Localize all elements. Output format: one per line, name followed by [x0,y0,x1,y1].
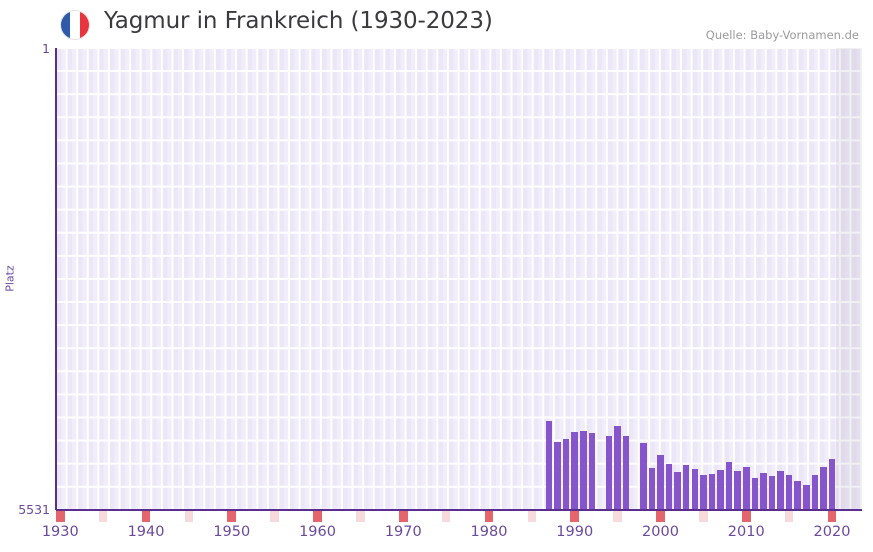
x-marker-minor-1975 [441,511,451,522]
x-marker-minor-1985 [527,511,537,522]
france-flag-circle-icon [60,10,90,40]
x-marker-major-1950 [227,511,237,522]
x-tick-1960: 1960 [299,524,336,540]
x-tick-2020: 2020 [813,524,851,540]
y-axis-title: Platz [3,265,17,292]
x-tick-1980: 1980 [470,524,508,540]
bar-2003[interactable] [682,465,690,510]
x-tick-1950: 1950 [213,524,251,540]
x-marker-major-2010 [741,511,751,522]
x-axis-markers [56,511,862,522]
x-tick-1930: 1930 [41,524,79,540]
x-marker-minor-1955 [270,511,279,522]
x-marker-major-1960 [313,511,322,522]
y-axis-tick-top: 1 [42,41,50,56]
x-axis-tick-labels: 1930 1940 1950 1960 1970 1980 1990 2000 2010 2020 [42,524,862,548]
bar-2004[interactable] [691,469,699,510]
bar-2016[interactable] [794,481,801,510]
bar-1996[interactable] [622,435,630,510]
bar-2013[interactable] [768,476,776,510]
x-tick-1940: 1940 [127,524,165,540]
flag-stripe-red [79,11,89,39]
x-marker-minor-2015 [784,511,794,522]
bar-2010[interactable] [742,466,750,510]
chart-title: Yagmur in Frankreich (1930-2023) [104,8,493,34]
x-axis-line [56,509,862,511]
bar-1988[interactable] [554,442,561,510]
x-marker-major-1970 [398,511,408,522]
chart-source-label: Quelle: Baby-Vornamen.de [705,28,859,42]
chart-plot-area [56,48,862,510]
x-marker-minor-2005 [699,511,708,522]
x-marker-major-1940 [141,511,151,522]
bar-2002[interactable] [674,471,681,510]
bar-2008[interactable] [725,461,733,510]
y-axis-line [55,48,57,510]
chart-header: Yagmur in Frankreich (1930-2023) Quelle:… [0,0,873,46]
flag-stripe-white [70,11,80,39]
bar-2000[interactable] [657,455,664,510]
y-axis-tick-bottom: 5531 [18,502,50,517]
bar-2005[interactable] [700,475,707,510]
bar-2006[interactable] [708,473,716,510]
bar-2018[interactable] [811,474,819,510]
bar-1999[interactable] [648,468,656,510]
x-marker-major-2020 [827,511,837,522]
bar-1998[interactable] [640,443,647,510]
bar-1992[interactable] [588,432,596,510]
x-tick-2010: 2010 [727,524,765,540]
no-data-shaded-region [836,48,862,510]
x-tick-2000: 2000 [642,524,679,540]
bar-2017[interactable] [803,484,810,510]
bar-2015[interactable] [785,475,793,510]
bar-2014[interactable] [777,470,784,510]
chart-gridlines [56,48,862,510]
bar-series [56,48,862,510]
bar-1995[interactable] [614,426,621,510]
x-marker-minor-1945 [184,511,194,522]
x-tick-1970: 1970 [384,524,422,540]
x-marker-minor-1935 [98,511,108,522]
bar-1994[interactable] [605,435,613,510]
bar-2009[interactable] [734,470,741,510]
bar-2019[interactable] [820,467,827,510]
x-marker-major-1990 [570,511,580,522]
bar-1987[interactable] [545,421,553,510]
x-marker-minor-1965 [356,511,365,522]
x-marker-major-1930 [56,511,65,522]
x-marker-minor-1995 [613,511,622,522]
bar-2011[interactable] [751,477,759,510]
bar-2001[interactable] [665,464,673,510]
bar-1989[interactable] [562,438,570,510]
bar-1990[interactable] [571,432,578,510]
x-marker-major-1980 [484,511,494,522]
bar-2012[interactable] [760,473,767,510]
x-tick-1990: 1990 [556,524,594,540]
bar-2007[interactable] [717,470,724,510]
bar-2020[interactable] [828,459,836,510]
flag-stripe-blue [61,11,71,39]
x-marker-major-2000 [656,511,665,522]
bar-1991[interactable] [580,430,587,510]
